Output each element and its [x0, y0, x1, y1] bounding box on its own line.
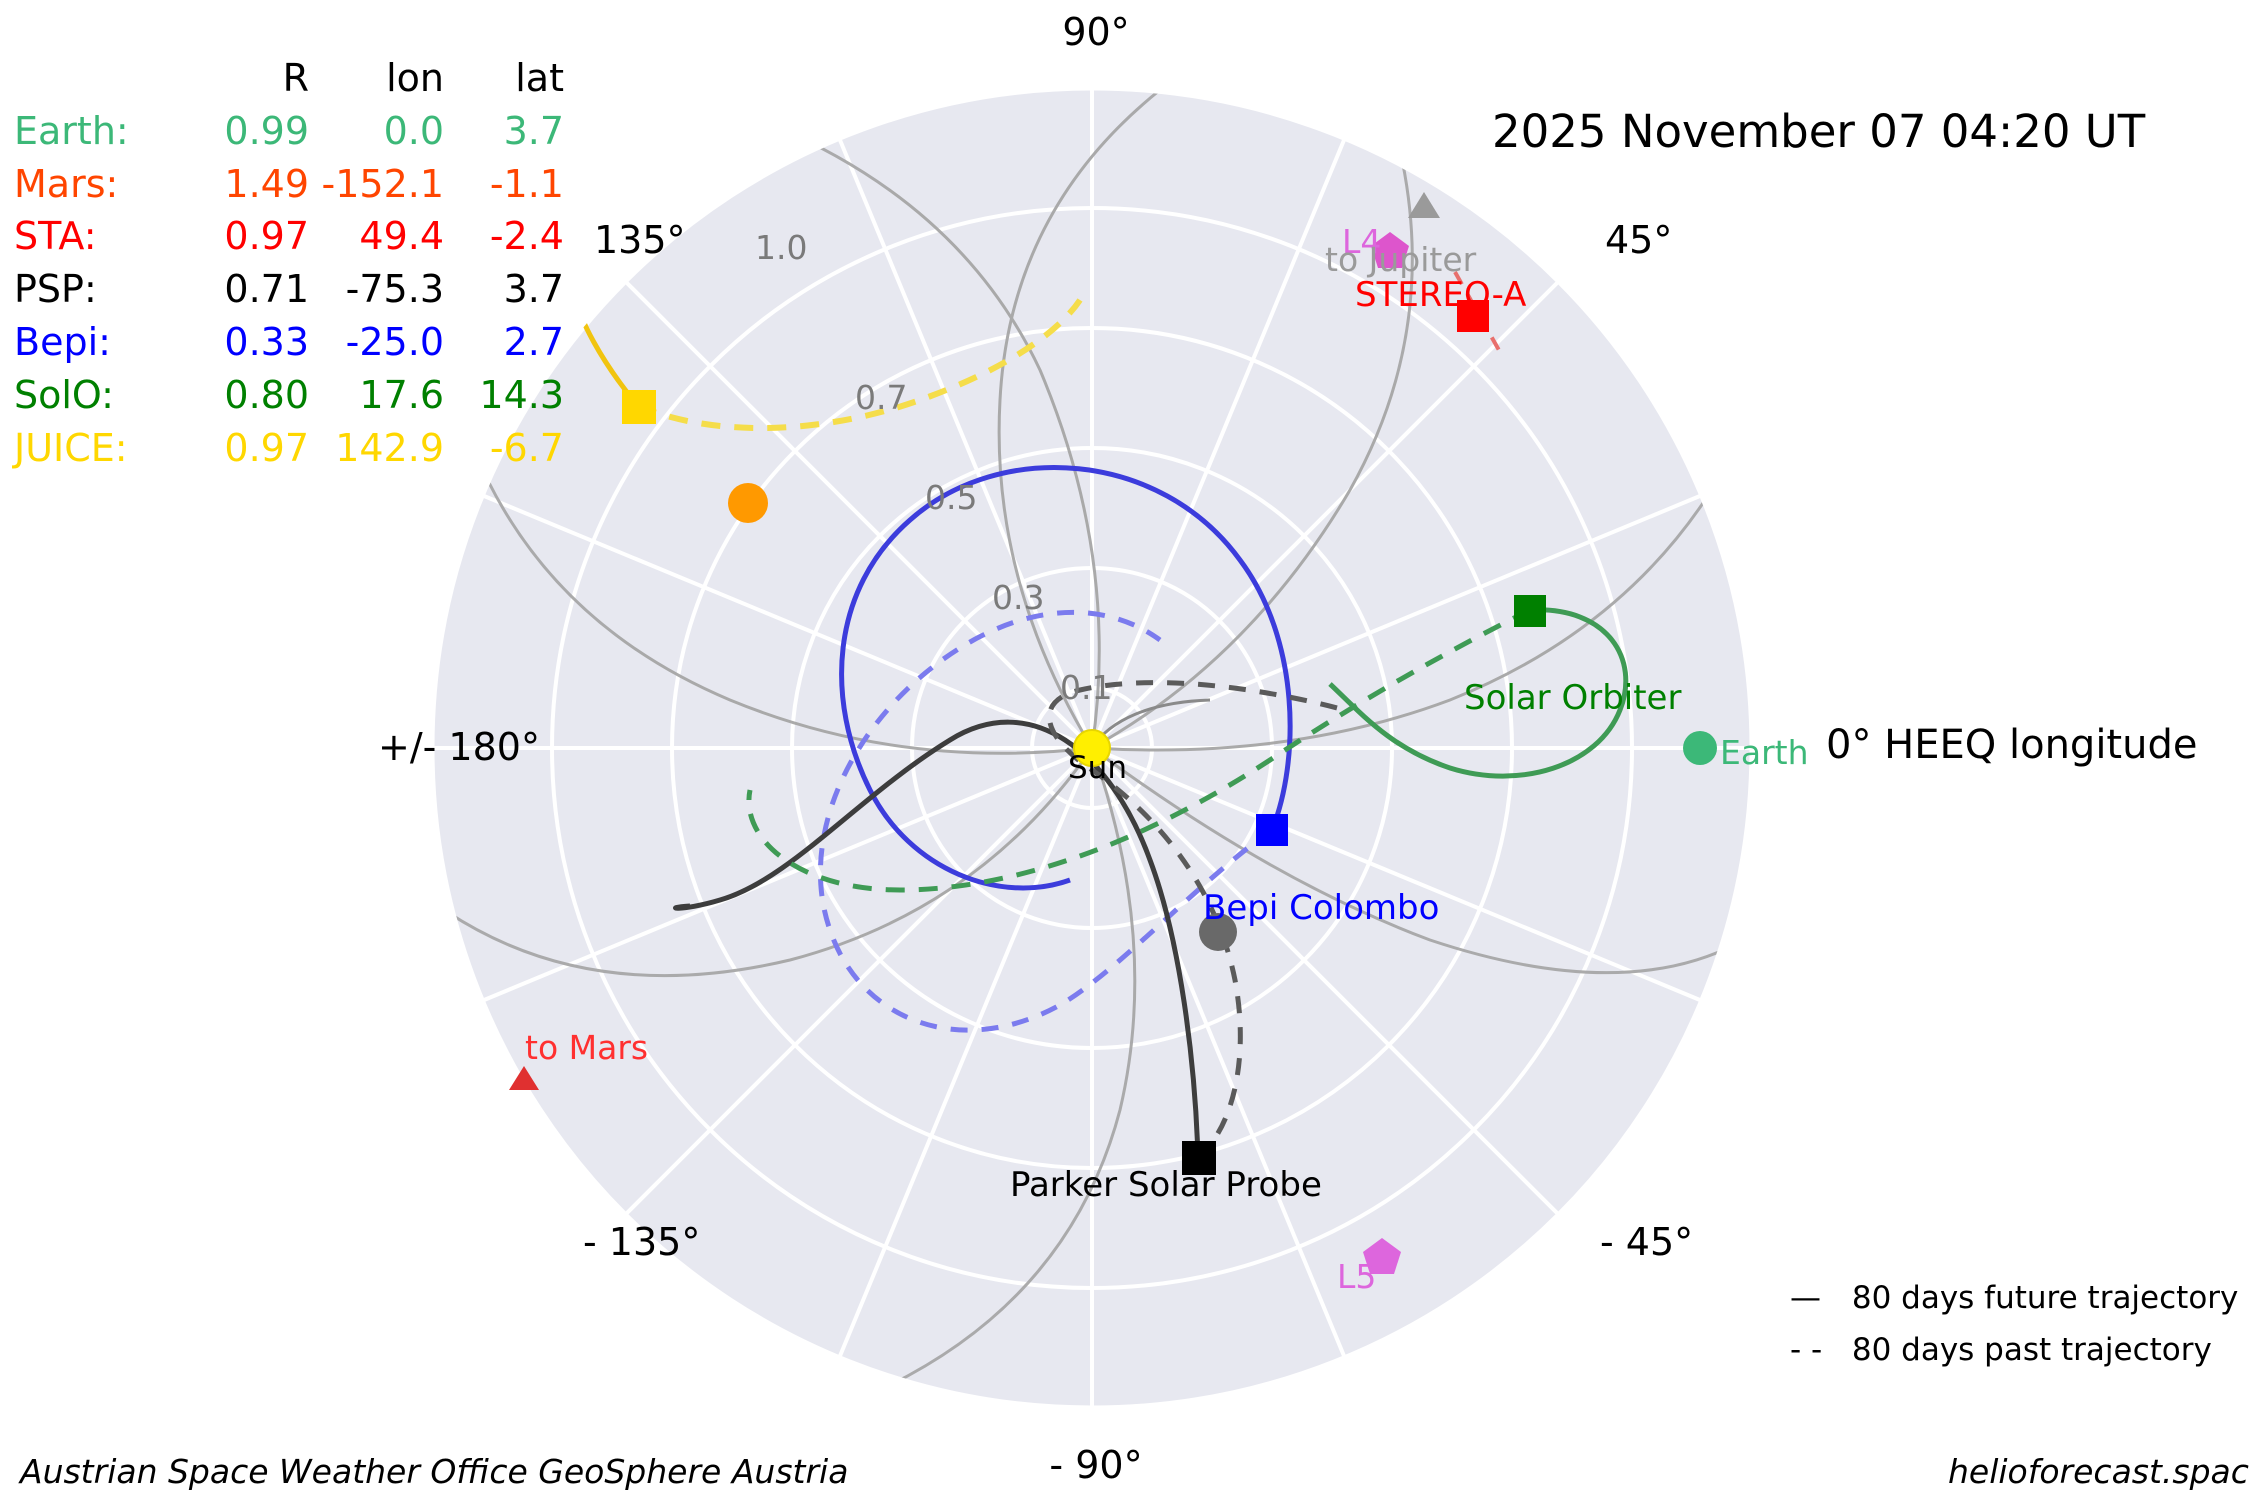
table-cell-name: JUICE:	[14, 425, 128, 470]
table-row: Bepi: 0.33 -25.0 2.7	[14, 316, 564, 369]
to-jupiter-marker[interactable]	[1408, 192, 1440, 218]
table-cell-r: 0.97	[224, 425, 309, 470]
solo-future-trajectory	[1328, 607, 1629, 779]
legend-item-past: - - 80 days past trajectory	[1790, 1332, 2212, 1368]
table-cell-name: Bepi:	[14, 320, 111, 365]
mercury-marker[interactable]	[1199, 913, 1237, 951]
stereo-a-past-trajectory	[1453, 271, 1502, 353]
psp-marker[interactable]	[1182, 1141, 1216, 1175]
psp-past-trajectory	[1046, 680, 1346, 1159]
l4-label: L4	[1342, 222, 1382, 261]
stereo-a-marker[interactable]	[1457, 300, 1489, 332]
bepi-past-trajectory	[818, 609, 1274, 1033]
table-cell-r: 0.33	[224, 320, 309, 365]
angle-label-180: +/- 180°	[378, 725, 540, 769]
table-cell-r: 0.99	[224, 108, 309, 153]
table-cell-name: Earth:	[14, 108, 129, 153]
table-cell-lat: -2.4	[489, 214, 564, 259]
sun-marker[interactable]	[1073, 729, 1111, 767]
table-header-blank	[14, 52, 184, 105]
table-cell-lat: 14.3	[479, 372, 564, 417]
venus-marker[interactable]	[728, 483, 768, 523]
juice-past-trajectory	[636, 298, 1083, 432]
radial-label-0-7: 0.7	[855, 378, 908, 417]
radial-label-1-0: 1.0	[755, 228, 808, 267]
heeq-longitude-label: 0° HEEQ longitude	[1826, 722, 2198, 768]
radial-label-0-5: 0.5	[925, 478, 978, 517]
angle-label-minus-90: - 90°	[1049, 1443, 1143, 1487]
table-header-lon: lon	[386, 56, 444, 100]
table-cell-lat: 3.7	[503, 108, 564, 153]
radial-label-0-1: 0.1	[1060, 668, 1113, 707]
legend-item-future: — 80 days future trajectory	[1790, 1280, 2238, 1316]
angle-label-45: 45°	[1605, 218, 1673, 262]
table-cell-lon: -75.3	[345, 267, 444, 312]
table-cell-lon: 17.6	[359, 372, 444, 417]
parker-solar-probe-label: Parker Solar Probe	[1010, 1165, 1322, 1205]
footer-attribution: Austrian Space Weather Office GeoSphere …	[20, 1452, 849, 1491]
juice-marker[interactable]	[622, 390, 656, 424]
solo-past-trajectory	[746, 607, 1532, 893]
table-row: PSP: 0.71 -75.3 3.7	[14, 263, 564, 316]
table-row: STA: 0.97 49.4 -2.4	[14, 210, 564, 263]
footer-website: helioforecast.space	[1948, 1452, 2250, 1491]
table-cell-r: 0.71	[224, 267, 309, 312]
angle-label-minus-45: - 45°	[1600, 1220, 1694, 1264]
table-header-lat: lat	[515, 56, 564, 100]
legend-past-line-icon: - -	[1790, 1332, 1823, 1368]
angle-label-135: 135°	[594, 218, 686, 262]
table-row: SolO: 0.80 17.6 14.3	[14, 369, 564, 422]
position-table: R lon lat Earth: 0.99 0.0 3.7 Mars: 1.49…	[14, 52, 564, 475]
solar-orbiter-label: Solar Orbiter	[1464, 678, 1682, 718]
table-cell-lat: -6.7	[489, 425, 564, 470]
table-cell-name: PSP:	[14, 267, 97, 312]
angle-label-90: 90°	[1062, 10, 1130, 54]
legend-past-label: 80 days past trajectory	[1851, 1332, 2212, 1368]
table-cell-lat: -1.1	[489, 161, 564, 206]
l5-label: L5	[1337, 1257, 1377, 1296]
earth-marker[interactable]	[1683, 731, 1717, 765]
figure-title-date: 2025 November 07 04:20 UT	[1492, 105, 2146, 158]
psp-future-trajectory	[673, 719, 1201, 1158]
bepi-future-trajectory	[839, 465, 1293, 891]
table-row: Earth: 0.99 0.0 3.7	[14, 105, 564, 158]
bepi-marker[interactable]	[1256, 814, 1288, 846]
l5-marker[interactable]	[1363, 1238, 1401, 1274]
table-cell-lon: 0.0	[383, 108, 444, 153]
table-row: Mars: 1.49 -152.1 -1.1	[14, 158, 564, 211]
table-header-row: R lon lat	[14, 52, 564, 105]
legend-future-line-icon: —	[1790, 1280, 1821, 1316]
l4-marker[interactable]	[1371, 232, 1409, 268]
angle-label-minus-135: - 135°	[583, 1220, 701, 1264]
bepi-colombo-label: Bepi Colombo	[1203, 888, 1440, 928]
legend-future-label: 80 days future trajectory	[1851, 1280, 2239, 1316]
to-jupiter-label: to Jupiter	[1325, 240, 1477, 279]
earth-label: Earth	[1720, 733, 1809, 772]
table-cell-r: 0.80	[224, 372, 309, 417]
table-cell-lon: 49.4	[359, 214, 444, 259]
table-cell-lat: 3.7	[503, 267, 564, 312]
plot-disc-border	[429, 85, 1755, 1411]
sun-label: Sun	[1068, 750, 1127, 786]
table-cell-lon: -152.1	[321, 161, 445, 206]
stereo-a-label: STEREO-A	[1355, 275, 1527, 315]
table-cell-r: 0.97	[224, 214, 309, 259]
table-cell-lat: 2.7	[503, 320, 564, 365]
table-cell-lon: 142.9	[335, 425, 444, 470]
to-mars-marker[interactable]	[509, 1066, 539, 1090]
table-cell-r: 1.49	[224, 161, 309, 206]
table-cell-lon: -25.0	[345, 320, 444, 365]
radial-label-0-3: 0.3	[992, 578, 1045, 617]
table-cell-name: Mars:	[14, 161, 119, 206]
table-cell-name: SolO:	[14, 372, 114, 417]
table-row: JUICE: 0.97 142.9 -6.7	[14, 422, 564, 475]
solar-orbiter-marker[interactable]	[1514, 595, 1546, 627]
to-mars-label: to Mars	[525, 1028, 649, 1067]
parker-spiral-lines	[432, 88, 1752, 1392]
table-cell-name: STA:	[14, 214, 97, 259]
table-header-r: R	[282, 56, 309, 100]
